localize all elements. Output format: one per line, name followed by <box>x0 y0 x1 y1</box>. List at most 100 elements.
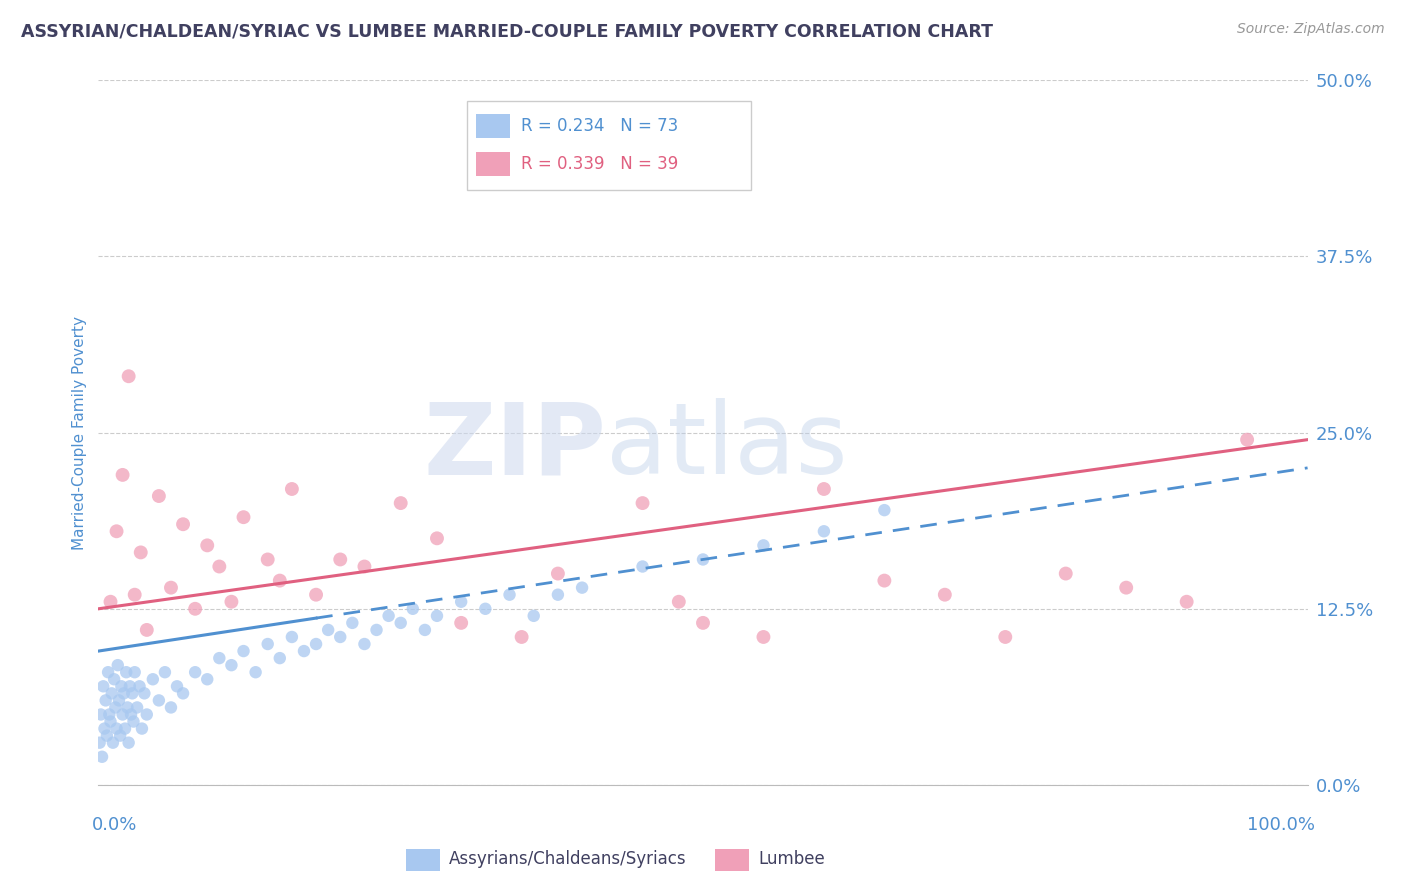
Point <box>195 673 218 687</box>
Point <box>101 736 124 750</box>
Point <box>752 630 775 644</box>
Point <box>353 637 375 651</box>
Point <box>426 532 449 546</box>
Point <box>111 467 134 482</box>
Point <box>256 552 278 566</box>
Point <box>108 693 131 707</box>
Point <box>1115 581 1137 595</box>
Point <box>208 559 231 574</box>
Point <box>107 658 129 673</box>
Point <box>121 686 143 700</box>
Point <box>934 588 956 602</box>
Text: atlas: atlas <box>606 398 848 495</box>
Point <box>269 651 291 665</box>
Point <box>366 623 388 637</box>
Point <box>245 665 267 680</box>
Point <box>1054 566 1077 581</box>
Point <box>329 630 352 644</box>
Point <box>523 608 546 623</box>
Point <box>377 608 399 623</box>
Point <box>281 482 304 496</box>
Point <box>114 722 136 736</box>
Point <box>160 700 183 714</box>
Point <box>98 707 121 722</box>
Point <box>873 503 896 517</box>
Point <box>153 665 176 680</box>
Point <box>131 722 153 736</box>
Point <box>105 524 128 539</box>
Point <box>91 679 114 693</box>
Point <box>389 615 412 630</box>
Point <box>128 679 150 693</box>
Point <box>105 722 128 736</box>
Text: Assyrians/Chaldeans/Syriacs: Assyrians/Chaldeans/Syriacs <box>450 849 688 868</box>
Point <box>118 736 141 750</box>
Text: Source: ZipAtlas.com: Source: ZipAtlas.com <box>1237 22 1385 37</box>
Point <box>208 651 231 665</box>
Point <box>122 714 145 729</box>
Point <box>668 595 690 609</box>
Point <box>1236 433 1258 447</box>
Point <box>305 588 328 602</box>
Point <box>148 693 170 707</box>
Point <box>93 722 115 736</box>
Point <box>117 700 139 714</box>
Point <box>160 581 183 595</box>
Point <box>91 749 114 764</box>
Point <box>108 729 131 743</box>
Point <box>813 524 835 539</box>
Point <box>124 665 146 680</box>
Point <box>232 510 254 524</box>
Point <box>148 489 170 503</box>
Point <box>752 538 775 552</box>
Point <box>96 729 118 743</box>
Point <box>316 623 339 637</box>
Point <box>305 637 328 651</box>
Point <box>547 566 569 581</box>
FancyBboxPatch shape <box>406 849 440 871</box>
Point <box>389 496 412 510</box>
Point <box>135 623 157 637</box>
Point <box>450 615 472 630</box>
FancyBboxPatch shape <box>716 849 749 871</box>
Point <box>1175 595 1198 609</box>
Point <box>184 665 207 680</box>
Point <box>184 601 207 615</box>
Point <box>129 545 152 559</box>
Point <box>135 707 157 722</box>
Point <box>134 686 156 700</box>
Point <box>118 679 141 693</box>
Point <box>873 574 896 588</box>
Point <box>256 637 278 651</box>
Text: 0.0%: 0.0% <box>91 816 136 834</box>
Point <box>329 552 352 566</box>
Point <box>353 559 375 574</box>
Point <box>120 707 142 722</box>
Point <box>342 615 364 630</box>
Point <box>547 588 569 602</box>
Point <box>127 700 149 714</box>
Point <box>692 552 714 566</box>
Point <box>994 630 1017 644</box>
Point <box>232 644 254 658</box>
Point <box>94 693 117 707</box>
Point <box>100 595 122 609</box>
Text: ZIP: ZIP <box>423 398 606 495</box>
Point <box>112 686 135 700</box>
Point <box>450 595 472 609</box>
Point <box>281 630 304 644</box>
Point <box>172 517 194 532</box>
Text: 100.0%: 100.0% <box>1247 816 1315 834</box>
Point <box>221 658 243 673</box>
Point <box>692 615 714 630</box>
Point <box>104 700 127 714</box>
Point <box>631 559 654 574</box>
Point <box>498 588 520 602</box>
Point <box>90 707 112 722</box>
Point <box>111 707 134 722</box>
Point <box>100 686 122 700</box>
Point <box>172 686 194 700</box>
Point <box>97 665 120 680</box>
Y-axis label: Married-Couple Family Poverty: Married-Couple Family Poverty <box>72 316 87 549</box>
Point <box>142 673 165 687</box>
